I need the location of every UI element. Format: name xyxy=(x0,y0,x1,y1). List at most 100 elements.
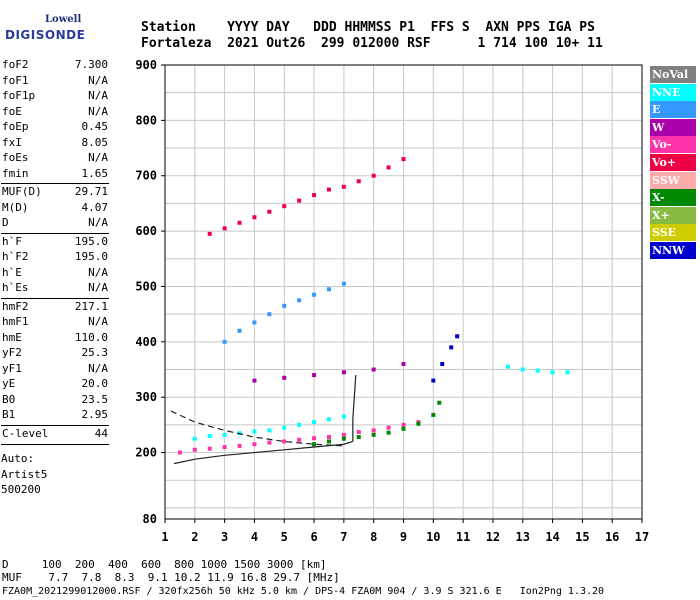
param-label: fmin xyxy=(2,166,29,180)
x-tick-label: 4 xyxy=(251,530,258,544)
data-point xyxy=(297,198,302,203)
data-point xyxy=(341,436,346,441)
data-point xyxy=(326,435,331,440)
data-point xyxy=(341,432,346,437)
param-label: hmF1 xyxy=(2,315,29,328)
data-point xyxy=(356,179,361,184)
auto-scaling-line: 500200 xyxy=(1,483,41,496)
data-point xyxy=(222,339,227,344)
param-value: N/A xyxy=(88,89,108,102)
y-tick-label: 400 xyxy=(135,335,157,349)
param-row: foF2 7.300 xyxy=(1,58,108,73)
footer-muf-line: MUF 7.7 7.8 8.3 9.1 10.2 11.9 16.8 29.7 … xyxy=(2,571,340,584)
data-point xyxy=(356,435,361,440)
param-separator xyxy=(1,444,109,445)
auto-scaling-line: Artist5 xyxy=(1,467,48,481)
data-point xyxy=(237,220,242,225)
param-row: hmF1 N/A xyxy=(1,315,108,330)
data-point xyxy=(297,437,302,442)
data-point xyxy=(252,320,257,325)
param-row: MUF(D) 29.71 xyxy=(1,185,108,200)
param-value: 195.0 xyxy=(74,250,108,263)
data-point xyxy=(371,173,376,178)
data-point xyxy=(326,417,331,422)
param-row: h`F 195.0 xyxy=(1,235,108,250)
data-point xyxy=(449,345,454,350)
data-point xyxy=(437,400,442,405)
legend-item: NoVal xyxy=(650,66,696,83)
param-value: N/A xyxy=(88,361,108,375)
x-tick-label: 16 xyxy=(605,530,619,544)
data-point xyxy=(440,361,445,366)
x-tick-label: 7 xyxy=(340,530,347,544)
data-point xyxy=(401,361,406,366)
data-point xyxy=(312,436,317,441)
data-point xyxy=(252,378,257,383)
x-tick-label: 17 xyxy=(635,530,649,544)
param-value: 20.0 xyxy=(81,377,109,390)
param-label: foF2 xyxy=(2,58,29,71)
param-value: 195.0 xyxy=(74,234,108,248)
x-tick-label: 2 xyxy=(191,530,198,544)
footer-file-info: FZA0M_2021299012000.RSF / 320fx256h 50 k… xyxy=(2,586,605,597)
data-point xyxy=(341,281,346,286)
data-point xyxy=(565,370,570,375)
param-label: foF1 xyxy=(2,73,29,87)
param-label: yE xyxy=(2,377,16,390)
data-point xyxy=(455,334,460,339)
param-value: 29.71 xyxy=(74,185,108,198)
param-value: 1.65 xyxy=(81,166,109,180)
data-point xyxy=(177,450,182,455)
legend-item: W xyxy=(650,118,696,136)
x-tick-label: 5 xyxy=(281,530,288,544)
data-point xyxy=(237,328,242,333)
data-point xyxy=(267,209,272,214)
param-label: h`F2 xyxy=(2,250,29,263)
param-label: h`E xyxy=(2,265,22,279)
param-label: foEs xyxy=(2,151,29,164)
x-tick-label: 8 xyxy=(370,530,377,544)
data-point xyxy=(312,373,317,378)
header-line-values: Fortaleza 2021 Out26 299 012000 RSF 1 71… xyxy=(141,36,603,51)
param-value: 2.95 xyxy=(81,408,109,421)
y-tick-label: 700 xyxy=(135,169,157,183)
param-row: h`Es N/A xyxy=(1,281,108,296)
data-point xyxy=(312,193,317,198)
param-row: foE N/A xyxy=(1,105,108,120)
param-separator xyxy=(1,297,109,299)
param-value: N/A xyxy=(88,73,108,87)
legend-item: SSE xyxy=(650,224,696,242)
param-label: C-level xyxy=(2,426,49,440)
data-point xyxy=(297,298,302,303)
data-point xyxy=(550,370,555,375)
param-value: N/A xyxy=(88,281,108,294)
x-tick-label: 13 xyxy=(516,530,530,544)
legend-item: X- xyxy=(650,189,696,207)
param-label: yF2 xyxy=(2,346,22,359)
data-point xyxy=(401,157,406,162)
legend-item: X+ xyxy=(650,206,696,224)
param-label: hmF2 xyxy=(2,299,29,313)
data-point xyxy=(222,445,227,450)
data-point xyxy=(386,430,391,435)
data-point xyxy=(282,303,287,308)
param-value: N/A xyxy=(88,265,108,279)
data-point xyxy=(341,184,346,189)
data-point xyxy=(282,204,287,209)
data-point xyxy=(356,430,361,435)
y-tick-label: 300 xyxy=(135,390,157,404)
profile-curve xyxy=(173,440,353,465)
param-row: fxI 8.05 xyxy=(1,136,108,151)
param-label: M(D) xyxy=(2,200,29,214)
param-row: M(D) 4.07 xyxy=(1,201,108,216)
data-point xyxy=(326,287,331,292)
param-row: yF1 N/A xyxy=(1,362,108,377)
data-point xyxy=(297,422,302,427)
param-separator xyxy=(1,183,109,184)
legend-item: NNW xyxy=(650,242,696,259)
data-point xyxy=(207,433,212,438)
data-point xyxy=(371,367,376,372)
y-tick-label: 800 xyxy=(135,113,157,127)
param-row: yE 20.0 xyxy=(1,377,108,392)
param-row: fmin 1.65 xyxy=(1,167,108,182)
